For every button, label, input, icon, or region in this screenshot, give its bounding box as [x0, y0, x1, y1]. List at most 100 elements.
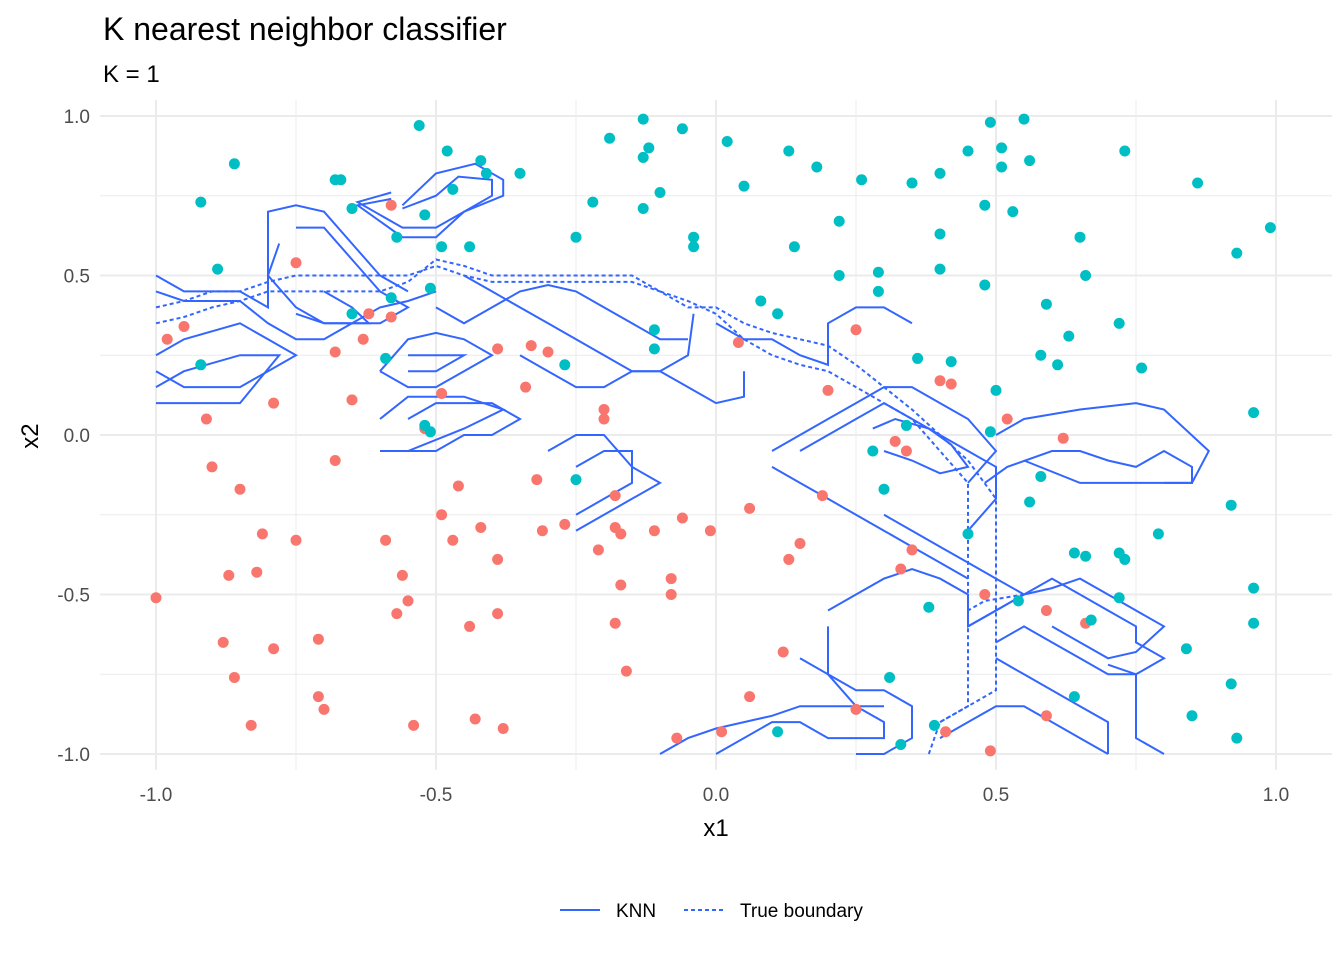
point-red	[671, 732, 683, 744]
point-teal	[1231, 247, 1243, 259]
axis-ticks: -1.0 -0.5 0.0 0.5 1.0 -1.0 -0.5 0.0 0.5 1.0	[57, 107, 1289, 806]
knn-contour	[575, 450, 633, 516]
point-teal	[424, 282, 436, 294]
knn-contour	[995, 625, 1165, 755]
point-teal	[1068, 691, 1080, 703]
point-teal	[1024, 155, 1036, 167]
point-red	[704, 525, 716, 537]
point-teal	[878, 483, 890, 495]
point-teal	[934, 228, 946, 240]
point-red	[206, 461, 218, 473]
chart-subtitle: K = 1	[103, 61, 160, 88]
point-teal	[1248, 407, 1260, 419]
point-teal	[872, 285, 884, 297]
point-teal	[895, 738, 907, 750]
knn-contour	[379, 331, 495, 389]
plot-grid	[100, 100, 1332, 770]
point-red	[665, 589, 677, 601]
point-teal	[1225, 499, 1237, 511]
point-teal	[811, 161, 823, 173]
point-red	[592, 544, 604, 556]
data-points	[150, 113, 1276, 757]
point-red	[906, 544, 918, 556]
point-teal	[1018, 113, 1030, 125]
point-red	[256, 528, 268, 540]
point-teal	[906, 177, 918, 189]
point-red	[268, 643, 280, 655]
point-red	[380, 534, 392, 546]
point-teal	[447, 183, 459, 195]
point-teal	[587, 196, 599, 208]
knn-contour	[463, 274, 695, 373]
knn-contour	[407, 402, 523, 452]
point-red	[794, 537, 806, 549]
point-teal	[833, 269, 845, 281]
point-teal	[1040, 298, 1052, 310]
point-red	[363, 308, 375, 320]
point-teal	[984, 116, 996, 128]
point-teal	[772, 308, 784, 320]
point-red	[648, 525, 660, 537]
point-red	[217, 636, 229, 648]
point-red	[475, 522, 487, 534]
point-red	[615, 579, 627, 591]
point-red	[402, 595, 414, 607]
knn-contour	[408, 354, 468, 373]
point-teal	[1080, 269, 1092, 281]
point-red	[984, 745, 996, 757]
knn-contour	[1023, 577, 1167, 676]
point-teal	[979, 279, 991, 291]
point-red	[531, 474, 543, 486]
point-red	[290, 257, 302, 269]
chart-title: K nearest neighbor classifier	[103, 11, 507, 47]
knn-contour	[659, 705, 884, 755]
point-red	[777, 646, 789, 658]
point-teal	[867, 445, 879, 457]
point-teal	[738, 180, 750, 192]
y-tick-label: -0.5	[57, 586, 90, 607]
point-red	[228, 671, 240, 683]
point-teal	[464, 241, 476, 253]
point-teal	[441, 145, 453, 157]
y-tick-label: 0.0	[64, 426, 90, 447]
point-teal	[1248, 617, 1260, 629]
point-teal	[654, 187, 666, 199]
point-teal	[984, 426, 996, 438]
point-teal	[1007, 206, 1019, 218]
point-red	[620, 665, 632, 677]
point-teal	[856, 174, 868, 186]
point-teal	[228, 158, 240, 170]
point-red	[816, 490, 828, 502]
knn-contour	[155, 322, 299, 389]
point-teal	[1152, 528, 1164, 540]
point-red	[716, 726, 728, 738]
point-teal	[212, 263, 224, 275]
point-teal	[1085, 614, 1097, 626]
point-teal	[912, 352, 924, 364]
point-teal	[1248, 582, 1260, 594]
point-teal	[934, 167, 946, 179]
legend: KNN True boundary	[560, 901, 863, 922]
point-red	[150, 592, 162, 604]
x-tick-label: -1.0	[140, 785, 173, 806]
point-teal	[514, 167, 526, 179]
point-red	[744, 502, 756, 514]
point-teal	[480, 167, 492, 179]
point-red	[850, 703, 862, 715]
point-red	[1040, 604, 1052, 616]
point-red	[1001, 413, 1013, 425]
x-tick-label: -0.5	[420, 785, 453, 806]
point-teal	[1035, 470, 1047, 482]
point-teal	[1264, 222, 1276, 234]
point-teal	[833, 215, 845, 227]
true-boundary-lines	[155, 258, 1025, 755]
x-tick-label: 0.0	[703, 785, 729, 806]
point-teal	[424, 426, 436, 438]
point-teal	[1052, 359, 1064, 371]
point-teal	[380, 352, 392, 364]
point-teal	[195, 196, 207, 208]
point-teal	[979, 199, 991, 211]
true-boundary-contour	[927, 593, 1025, 755]
point-teal	[884, 671, 896, 683]
